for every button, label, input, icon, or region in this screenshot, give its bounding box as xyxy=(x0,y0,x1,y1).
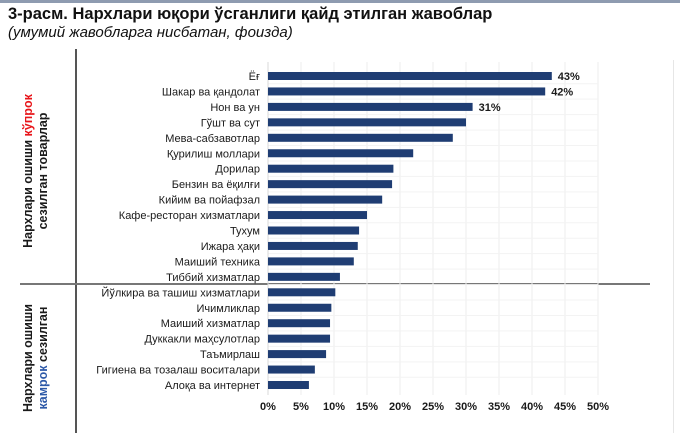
bar xyxy=(268,381,309,389)
category-label: Нон ва ун xyxy=(210,102,260,114)
x-tick-label: 20% xyxy=(389,401,411,413)
x-tick-label: 40% xyxy=(521,401,543,413)
group-divider-vertical xyxy=(75,49,77,433)
bar xyxy=(268,118,466,127)
bar xyxy=(268,241,358,250)
category-label: Тухум xyxy=(230,226,260,238)
x-tick-label: 10% xyxy=(323,401,345,413)
bar xyxy=(268,319,331,328)
bar xyxy=(268,102,473,111)
category-label: Ёғ xyxy=(249,71,260,83)
bar xyxy=(268,87,546,96)
x-tick-label: 0% xyxy=(260,401,276,413)
category-label: Тиббий хизматлар xyxy=(166,272,260,284)
x-tick-label: 50% xyxy=(587,401,609,413)
category-label: Маиший хизматлар xyxy=(161,318,260,330)
bar xyxy=(268,195,383,204)
category-label: Бензин ва ёқилғи xyxy=(172,179,260,191)
category-label: Гўшт ва сут xyxy=(201,117,260,129)
bar xyxy=(268,350,327,359)
category-label: Дорилар xyxy=(215,164,260,176)
data-label: 43% xyxy=(558,71,580,83)
x-tick-label: 30% xyxy=(455,401,477,413)
data-label: 31% xyxy=(479,102,501,114)
category-label: Шакар ва қандолат xyxy=(162,86,260,98)
bar xyxy=(268,272,340,281)
chart-subtitle: (умумий жавобларга нисбатан, фоизда) xyxy=(8,24,293,41)
bar xyxy=(268,180,393,189)
category-label: Гигиена ва тозалаш воситалари xyxy=(96,365,260,377)
bar xyxy=(268,133,453,142)
x-tick-label: 25% xyxy=(422,401,444,413)
bar xyxy=(268,72,552,80)
bar xyxy=(268,164,394,173)
x-tick-label: 5% xyxy=(293,401,309,413)
bar xyxy=(268,226,360,235)
bar xyxy=(268,149,414,158)
category-label: Қурилиш моллари xyxy=(167,148,260,160)
category-label: Ижара ҳақи xyxy=(201,241,260,253)
bar xyxy=(268,288,336,297)
bar xyxy=(268,334,331,343)
category-label: Мева-сабзавотлар xyxy=(165,133,260,145)
bar xyxy=(268,257,354,266)
top-border xyxy=(0,0,680,3)
x-tick-label: 45% xyxy=(554,401,576,413)
bar xyxy=(268,365,315,374)
data-label: 42% xyxy=(551,86,573,98)
bar xyxy=(268,303,332,312)
bar xyxy=(268,211,367,220)
chart-title: 3-расм. Нархлари юқори ўсганлиги қайд эт… xyxy=(8,5,493,23)
x-tick-label: 35% xyxy=(488,401,510,413)
category-label: Кийим ва пойафзал xyxy=(159,195,260,207)
category-label: Таъмирлаш xyxy=(200,349,260,361)
category-label: Дуккакли маҳсулотлар xyxy=(144,334,260,346)
category-label: Ичимликлар xyxy=(197,303,261,315)
category-label: Алоқа ва интернет xyxy=(165,380,260,392)
group-divider-horizontal xyxy=(20,283,650,285)
category-label: Кафе-ресторан хизматлари xyxy=(119,210,260,222)
category-label: Маиший техника xyxy=(175,256,261,268)
category-label: Йўлкира ва ташиш хизматлари xyxy=(101,286,260,299)
frame-right-edge xyxy=(673,60,674,433)
x-tick-label: 15% xyxy=(356,401,378,413)
